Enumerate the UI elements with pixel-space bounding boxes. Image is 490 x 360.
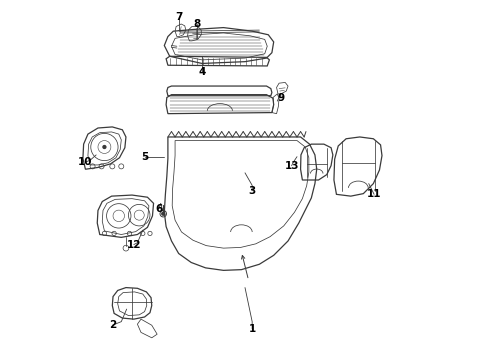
Circle shape [102,145,107,149]
Text: 5: 5 [141,152,148,162]
Text: 2: 2 [109,320,116,330]
Text: 11: 11 [367,189,381,199]
Text: 1: 1 [248,324,256,334]
Text: 4: 4 [198,67,206,77]
Text: 13: 13 [284,161,299,171]
Text: 10: 10 [78,157,93,167]
Text: 6: 6 [155,204,163,214]
Text: 3: 3 [248,186,256,196]
Text: 12: 12 [126,239,141,249]
Text: 7: 7 [175,12,182,22]
Text: 9: 9 [277,93,284,103]
Circle shape [162,212,165,215]
Text: 8: 8 [193,19,200,29]
